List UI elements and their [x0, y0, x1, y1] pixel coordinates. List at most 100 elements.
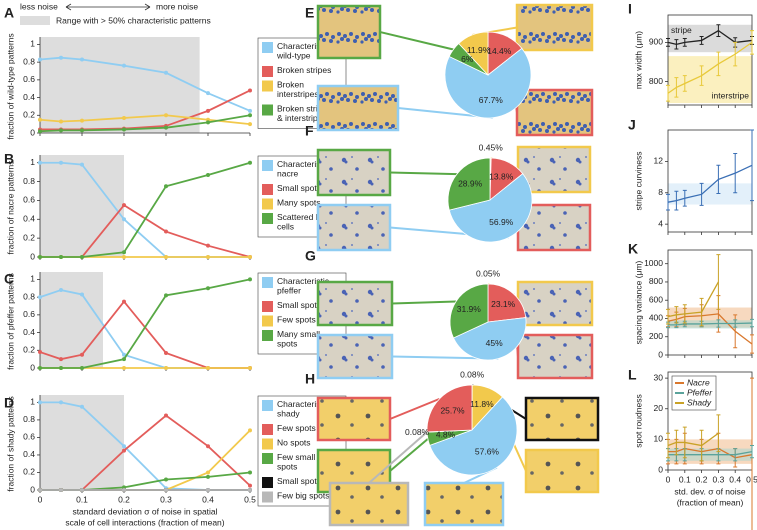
legend-swatch	[262, 184, 273, 195]
connector	[389, 397, 440, 420]
legend-label: Characteristic nacre	[277, 159, 331, 179]
x-tick-label: 0.1	[679, 474, 691, 484]
error-bar	[699, 429, 704, 462]
x-axis-label: scale of cell interactions (fraction of …	[65, 517, 224, 527]
band-label: stripe	[671, 25, 692, 35]
marker	[59, 357, 63, 362]
error-bar	[750, 445, 754, 459]
connector	[368, 431, 428, 484]
thumbnail	[316, 280, 394, 327]
marker	[164, 184, 168, 189]
marker	[80, 128, 84, 133]
legend-swatch	[262, 400, 273, 411]
error-bar	[666, 193, 670, 211]
y-tick-label: 0	[658, 349, 663, 359]
y-tick-label: 1	[30, 157, 35, 167]
error-bar	[682, 75, 687, 92]
legend-line: spots	[277, 339, 297, 349]
error-bar	[699, 65, 704, 86]
error-bar	[682, 37, 687, 47]
error-bar	[699, 36, 704, 45]
y-tick-label: 1	[30, 274, 35, 284]
marker	[206, 286, 210, 291]
legend-line: Broken stripes	[277, 65, 331, 75]
x-tick-label: 0.3	[712, 474, 724, 484]
y-tick-label: 900	[649, 37, 663, 47]
legend-swatch	[262, 315, 273, 327]
marker	[80, 255, 84, 259]
legend-swatch	[262, 301, 273, 312]
shade-region	[40, 37, 200, 133]
y-tick-label: 0.2	[23, 232, 35, 242]
panel-letter: L	[628, 367, 637, 383]
marker	[248, 483, 252, 488]
marker	[38, 160, 42, 165]
pie-label: 56.9%	[489, 217, 514, 227]
legend-line: Characteristic	[277, 159, 331, 169]
band	[668, 56, 752, 104]
legend-line: shady	[277, 409, 300, 419]
band	[668, 320, 752, 329]
y-axis-label: max width (μm)	[633, 31, 643, 89]
pie-slice	[429, 396, 518, 476]
y-tick-label: 1000	[644, 258, 663, 268]
plot-frame	[667, 14, 753, 106]
thumbnail	[524, 448, 600, 494]
marker	[122, 357, 126, 362]
marker	[248, 113, 252, 118]
legend-label: Many small spots	[277, 329, 322, 349]
marker	[122, 448, 126, 453]
error-bar	[750, 30, 754, 55]
pie-slice	[487, 283, 527, 323]
legend-swatch	[262, 42, 273, 53]
error-bar	[733, 41, 738, 67]
legend-swatch	[262, 477, 273, 488]
error-bar	[699, 297, 704, 327]
legend-line: nacre	[277, 169, 299, 179]
error-bar	[682, 426, 687, 459]
thumbnail	[515, 3, 594, 52]
x-tick-label: 0	[666, 474, 671, 484]
thumbnail	[316, 333, 394, 380]
y-tick-label: 30	[654, 372, 664, 382]
legend-label: Few spots	[277, 423, 316, 433]
panel-letter: D	[4, 395, 14, 411]
thumbnail	[316, 203, 392, 252]
legend-line: Characteristic	[277, 399, 331, 409]
y-tick-label: 800	[649, 276, 663, 286]
thumbnail	[516, 145, 592, 194]
error-bar	[666, 308, 670, 325]
marker	[248, 122, 252, 127]
y-tick-label: 0.2	[23, 110, 35, 120]
x-axis-label: (fraction of mean)	[677, 497, 744, 507]
legend-line: pfeffer	[277, 286, 301, 296]
marker	[38, 295, 42, 300]
y-tick-label: 600	[649, 294, 663, 304]
y-axis-label: fraction of wild-type patterns	[5, 33, 15, 139]
legend-label: Broken stripes	[277, 65, 331, 75]
error-bar	[674, 306, 679, 324]
legend-swatch	[262, 424, 273, 435]
marker	[122, 217, 126, 222]
panel-letter: C	[4, 271, 14, 287]
more-noise: more noise	[156, 1, 198, 11]
pie-label: 11.8%	[470, 399, 494, 409]
y-axis-label: fraction of pfeffer patterns	[5, 273, 15, 370]
marker	[206, 488, 210, 492]
legend-line: Small spots	[277, 183, 321, 193]
marker	[59, 366, 63, 370]
pie-slice	[444, 47, 532, 119]
marker	[206, 444, 210, 449]
marker	[38, 117, 42, 122]
marker	[122, 115, 126, 120]
legend-line: wild-type	[276, 51, 311, 61]
legend-line: Many spots	[277, 198, 320, 208]
error-bar	[699, 182, 704, 206]
y-tick-label: 0.8	[23, 176, 35, 186]
error-bar	[716, 254, 721, 310]
error-bar	[674, 429, 679, 456]
panel-letter: G	[305, 248, 316, 264]
error-bar	[716, 414, 721, 453]
marker	[248, 366, 252, 370]
